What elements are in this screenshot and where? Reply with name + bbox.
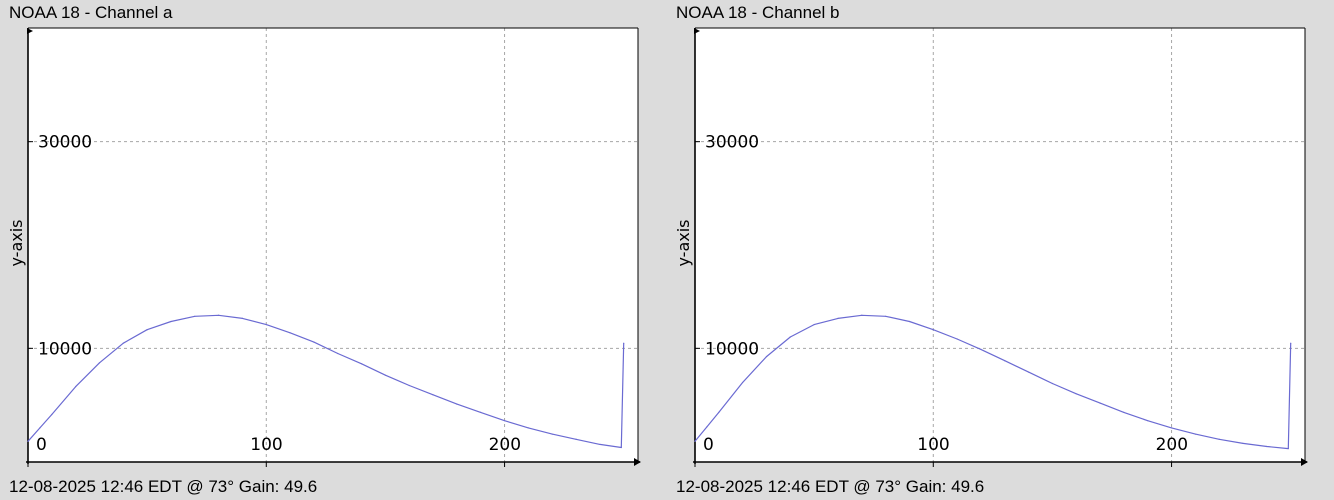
series-line [27, 314, 625, 449]
data-point [980, 348, 982, 350]
data-point [742, 381, 744, 384]
data-point [456, 403, 458, 405]
plot-area [695, 28, 1305, 462]
data-point [718, 411, 720, 413]
data-point [480, 411, 482, 413]
data-point [813, 323, 815, 326]
x-tick-label: 0 [36, 435, 47, 455]
data-point [620, 446, 622, 449]
data-point [265, 323, 267, 326]
chart-title: NOAA 18 - Channel a [9, 3, 173, 22]
data-point [241, 317, 244, 319]
x-axis-arrow-icon [634, 458, 641, 466]
data-point [51, 413, 53, 416]
data-point [1027, 371, 1030, 373]
y-tick-label: 10000 [38, 339, 92, 359]
data-point [432, 394, 434, 396]
y-axis-arrow-icon [27, 28, 33, 34]
x-axis-arrow-icon [1301, 458, 1308, 466]
data-point [1290, 342, 1292, 344]
data-point [122, 342, 124, 344]
data-point [1194, 433, 1196, 435]
chart-footer-status: 12-08-2025 12:46 EDT @ 73° Gain: 49.6 [676, 477, 985, 496]
plot-area [28, 28, 638, 462]
x-tick-label: 100 [250, 435, 282, 455]
data-point [1287, 447, 1289, 450]
data-point [837, 317, 839, 319]
data-point [551, 433, 553, 435]
data-point [1004, 360, 1006, 362]
data-point [1266, 445, 1268, 448]
data-point [384, 374, 387, 376]
data-point [337, 352, 339, 355]
data-point [289, 332, 291, 334]
data-point [313, 341, 315, 343]
data-point [623, 342, 625, 344]
data-point [1242, 442, 1244, 444]
data-point [360, 363, 363, 365]
data-point [1075, 393, 1077, 395]
data-point [765, 356, 768, 358]
data-point [408, 384, 410, 387]
data-point [527, 427, 529, 429]
x-tick-label: 200 [1156, 435, 1188, 455]
data-point [1051, 382, 1054, 385]
data-point [908, 320, 911, 323]
data-point [98, 362, 101, 364]
data-point [694, 440, 696, 442]
chart-panel-channel-a: NOAA 18 - Channel a 0 100 200 10000 30000 y-a… [7, 3, 641, 496]
data-point [885, 315, 887, 317]
y-axis-title: y-axis [7, 219, 26, 266]
chart-title: NOAA 18 - Channel b [676, 3, 840, 22]
data-point [1123, 411, 1125, 413]
data-point [194, 315, 196, 317]
data-point [1099, 402, 1101, 404]
y-tick-label: 30000 [705, 133, 759, 153]
y-axis-title: y-axis [674, 219, 693, 266]
data-point [861, 314, 863, 316]
chart-plot: 0 100 200 10000 30000 y-axis [674, 27, 1308, 467]
y-axis-arrow-icon [694, 28, 700, 34]
data-point [39, 427, 41, 429]
data-point [218, 314, 220, 316]
x-tick-label: 100 [917, 435, 949, 455]
data-point [706, 426, 708, 428]
x-tick-label: 0 [703, 435, 714, 455]
data-point [789, 336, 791, 338]
data-point [599, 443, 601, 446]
data-point [170, 320, 172, 323]
chart-plot: 0 100 200 10000 30000 y-axis [7, 27, 641, 467]
data-point [575, 438, 577, 440]
chart-footer-status: 12-08-2025 12:46 EDT @ 73° Gain: 49.6 [9, 477, 318, 496]
y-tick-label: 10000 [705, 339, 759, 359]
series-line [694, 314, 1292, 450]
data-point [75, 385, 77, 388]
x-tick-label: 200 [489, 435, 521, 455]
y-tick-label: 30000 [38, 133, 92, 153]
data-point [956, 338, 958, 340]
data-point [146, 329, 148, 331]
data-point [1170, 427, 1173, 429]
data-point [932, 329, 934, 331]
data-point [1218, 438, 1220, 440]
data-point [27, 440, 29, 442]
chart-panel-channel-b: NOAA 18 - Channel b 0 100 200 10000 30000 y-a… [667, 0, 1334, 500]
data-point [1147, 420, 1149, 422]
data-point [503, 420, 506, 422]
